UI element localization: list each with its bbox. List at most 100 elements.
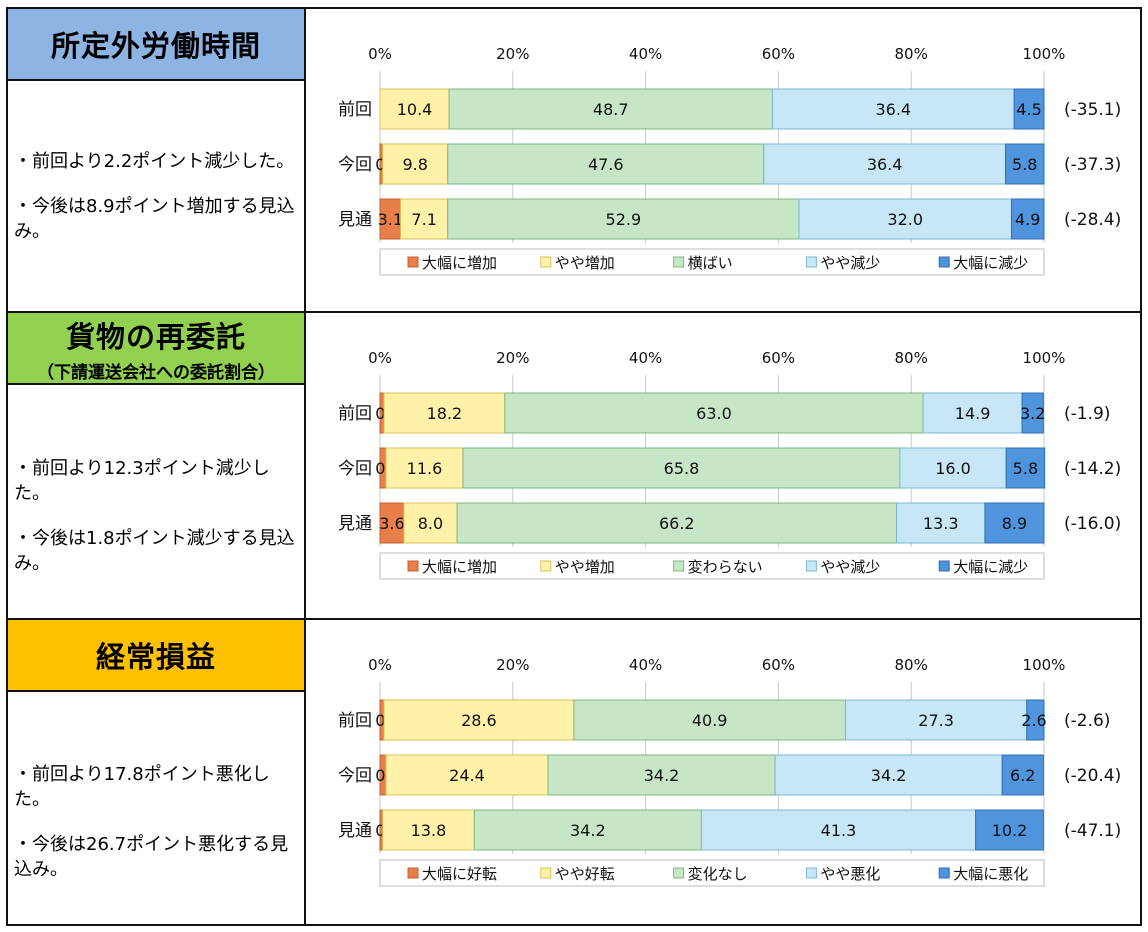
data-label: 36.4 xyxy=(867,155,903,174)
tick-label: 0% xyxy=(368,45,392,63)
section-title: 貨物の再委託 xyxy=(65,319,246,354)
section-header: 経常損益 xyxy=(8,620,304,692)
tick-label: 80% xyxy=(895,656,928,674)
section-profit: 経常損益 ・前回より17.8ポイント悪化した。 ・今後は26.7ポイント悪化する… xyxy=(6,618,1142,926)
section-title: 所定外労働時間 xyxy=(50,29,261,63)
legend-swatch xyxy=(938,560,950,572)
bar-segment xyxy=(1001,754,1044,796)
bar-segment xyxy=(1004,143,1045,185)
legend-swatch xyxy=(805,867,817,879)
data-label: 34.2 xyxy=(644,766,680,785)
legend-label: 大幅に減少 xyxy=(953,254,1028,272)
data-label: 66.2 xyxy=(659,514,695,533)
legend-swatch xyxy=(938,867,950,879)
tick-label: 0% xyxy=(368,656,392,674)
legend-label: 横ばい xyxy=(688,254,733,272)
data-label: 3.2 xyxy=(1020,404,1045,423)
di-label: (-28.4) xyxy=(1064,210,1121,230)
di-label: (-1.9) xyxy=(1064,404,1110,424)
legend-label: 変化なし xyxy=(688,865,748,883)
di-label: (-14.2) xyxy=(1064,459,1121,479)
bar-segment xyxy=(1021,392,1044,434)
tick-label: 20% xyxy=(496,349,529,367)
section-subtitle: （下請運送会社への委託割合） xyxy=(37,362,275,383)
tick-label: 80% xyxy=(895,349,928,367)
legend-swatch xyxy=(805,256,817,268)
di-label: (-35.1) xyxy=(1064,100,1121,120)
bar-segment xyxy=(1005,447,1046,489)
tick-label: 40% xyxy=(629,656,662,674)
section-subcontract: 貨物の再委託 （下請運送会社への委託割合） ・前回より12.3ポイント減少した。… xyxy=(6,311,1142,620)
data-label: 48.7 xyxy=(593,100,629,119)
bar-segment xyxy=(504,392,924,434)
data-label: 40.9 xyxy=(692,711,728,730)
section-left-panel: 経常損益 ・前回より17.8ポイント悪化した。 ・今後は26.7ポイント悪化する… xyxy=(8,620,306,924)
legend-swatch xyxy=(540,867,552,879)
legend-swatch xyxy=(673,867,685,879)
note-line: ・前回より12.3ポイント減少した。 xyxy=(14,458,270,504)
bar-segment xyxy=(383,699,575,741)
data-label: 34.2 xyxy=(570,821,606,840)
data-label: 32.0 xyxy=(887,210,923,229)
stacked-bar-chart: 0%20%40%60%80%100%前回0.628.640.927.32.6(-… xyxy=(338,656,1121,887)
legend-swatch xyxy=(407,867,419,879)
bar-segment xyxy=(456,502,898,544)
tick-label: 80% xyxy=(895,45,928,63)
bar-segment xyxy=(382,809,475,851)
data-label: 13.3 xyxy=(923,514,959,533)
tick-label: 100% xyxy=(1023,349,1066,367)
tick-label: 40% xyxy=(629,349,662,367)
legend-label: 大幅に減少 xyxy=(953,558,1028,576)
bar-segment xyxy=(700,809,977,851)
tick-label: 60% xyxy=(762,656,795,674)
legend-label: 大幅に増加 xyxy=(422,254,497,272)
data-label: 24.4 xyxy=(449,766,485,785)
di-label: (-20.4) xyxy=(1064,766,1121,786)
data-label: 27.3 xyxy=(918,711,954,730)
tick-label: 20% xyxy=(496,45,529,63)
data-label: 5.8 xyxy=(1012,155,1037,174)
bar-segment xyxy=(385,754,549,796)
di-label: (-2.6) xyxy=(1064,711,1110,731)
section-title: 経常損益 xyxy=(95,640,216,674)
legend-label: 変わらない xyxy=(688,558,763,576)
data-label: 41.3 xyxy=(821,821,857,840)
data-label: 13.8 xyxy=(411,821,447,840)
data-label: 3.6 xyxy=(379,514,404,533)
data-label: 5.8 xyxy=(1013,459,1038,478)
bar-segment xyxy=(798,198,1012,240)
tick-label: 100% xyxy=(1023,45,1066,63)
note-line: ・今後は26.7ポイント悪化する見込み。 xyxy=(14,834,289,880)
legend-box xyxy=(379,859,1045,887)
section-left-panel: 貨物の再委託 （下請運送会社への委託割合） ・前回より12.3ポイント減少した。… xyxy=(8,313,306,618)
data-label: 65.8 xyxy=(664,459,700,478)
bar-segment xyxy=(385,447,464,489)
bar-segment xyxy=(1013,88,1045,130)
bar-segment xyxy=(473,809,702,851)
legend-label: やや悪化 xyxy=(820,865,880,883)
tick-label: 60% xyxy=(762,349,795,367)
section-overtime: 所定外労働時間 ・前回より2.2ポイント減少した。 ・今後は8.9ポイント増加す… xyxy=(6,7,1142,313)
legend-box xyxy=(379,552,1045,580)
bar-segment xyxy=(975,809,1044,851)
data-label: 16.0 xyxy=(935,459,971,478)
data-label: 47.6 xyxy=(588,155,624,174)
data-label: 7.1 xyxy=(411,210,436,229)
legend-label: やや減少 xyxy=(820,558,880,576)
tick-label: 0% xyxy=(368,349,392,367)
legend-label: やや好転 xyxy=(555,865,615,883)
data-label: 11.6 xyxy=(407,459,443,478)
data-label: 4.5 xyxy=(1016,100,1041,119)
data-label: 34.2 xyxy=(871,766,907,785)
data-label: 6.2 xyxy=(1010,766,1035,785)
bar-segment xyxy=(403,502,458,544)
legend-swatch xyxy=(938,256,950,268)
section-header: 貨物の再委託 （下請運送会社への委託割合） xyxy=(8,313,304,385)
di-label: (-37.3) xyxy=(1064,155,1121,175)
legend-label: やや増加 xyxy=(555,558,615,576)
bar-segment xyxy=(447,198,800,240)
bar-segment xyxy=(844,699,1028,741)
bar-segment xyxy=(462,447,901,489)
bar-segment xyxy=(447,143,765,185)
legend-label: 大幅に悪化 xyxy=(953,865,1028,883)
